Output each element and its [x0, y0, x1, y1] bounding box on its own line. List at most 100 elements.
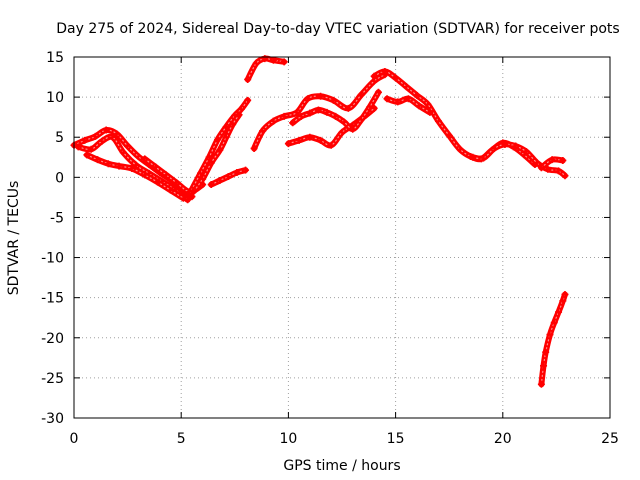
- data-point: [190, 187, 198, 195]
- data-point: [134, 152, 142, 160]
- data-point: [207, 159, 215, 167]
- data-point: [424, 100, 432, 108]
- data-point: [394, 98, 402, 106]
- data-point: [179, 194, 187, 202]
- data-point: [222, 133, 230, 141]
- data-series: [244, 55, 288, 83]
- data-point: [546, 331, 554, 339]
- axis-ticks: 0 5 10 15 20 25 -30 -25 -20 -15 -10 -5 0 5 10 15: [41, 50, 619, 447]
- data-point: [94, 156, 102, 164]
- data-series: [289, 88, 382, 133]
- data-point: [113, 130, 121, 138]
- data-point: [537, 164, 545, 172]
- data-series: [186, 96, 252, 197]
- series-layer: [70, 55, 569, 388]
- data-point: [404, 95, 412, 103]
- data-point: [216, 177, 224, 185]
- data-point: [173, 179, 181, 187]
- data-point: [559, 297, 567, 305]
- data-point: [366, 103, 374, 111]
- data-point: [392, 74, 400, 82]
- y-tick-label: -15: [41, 291, 64, 307]
- data-point: [329, 96, 337, 104]
- data-point: [237, 105, 245, 113]
- chart-title: Day 275 of 2024, Sidereal Day-to-day VTE…: [56, 21, 619, 37]
- data-point: [207, 181, 215, 189]
- x-tick-label: 15: [387, 431, 405, 447]
- data-point: [242, 166, 250, 174]
- data-point: [349, 125, 357, 133]
- data-point: [434, 117, 442, 125]
- data-point: [261, 55, 269, 63]
- data-point: [542, 348, 550, 356]
- y-tick-label: 0: [55, 170, 64, 186]
- data-point: [544, 165, 552, 173]
- data-point: [540, 362, 548, 370]
- x-axis-label: GPS time / hours: [283, 458, 400, 474]
- data-series-line: [538, 291, 568, 388]
- data-series: [190, 111, 243, 195]
- data-point: [522, 148, 530, 156]
- data-point: [456, 145, 464, 153]
- data-point: [87, 145, 95, 153]
- data-point: [370, 72, 378, 80]
- y-tick-label: 15: [46, 50, 64, 66]
- data-series-line: [371, 68, 538, 168]
- data-point: [332, 112, 340, 120]
- data-point: [102, 126, 110, 134]
- data-point: [480, 154, 488, 162]
- data-point: [252, 59, 260, 67]
- data-point: [224, 173, 232, 181]
- data-point: [235, 111, 243, 119]
- data-point: [426, 108, 434, 116]
- data-point: [338, 128, 346, 136]
- data-point: [306, 133, 314, 141]
- data-point: [512, 142, 520, 150]
- data-point: [327, 141, 335, 149]
- data-point: [244, 75, 252, 83]
- data-point: [559, 156, 567, 164]
- data-point: [344, 104, 352, 112]
- data-point: [297, 112, 305, 120]
- data-point: [115, 162, 123, 170]
- y-tick-label: 10: [46, 90, 64, 106]
- data-point: [233, 169, 241, 177]
- data-point: [141, 171, 149, 179]
- data-point: [323, 108, 331, 116]
- data-point: [162, 171, 170, 179]
- data-series: [83, 151, 187, 202]
- y-tick-label: -30: [41, 411, 64, 427]
- x-tick-label: 10: [279, 431, 297, 447]
- y-tick-label: -10: [41, 251, 64, 267]
- data-point: [561, 290, 569, 298]
- x-tick-label: 0: [70, 431, 79, 447]
- data-point: [402, 83, 410, 91]
- data-point: [381, 67, 389, 75]
- data-point: [214, 136, 222, 144]
- data-series: [383, 95, 434, 116]
- data-point: [124, 142, 132, 150]
- data-point: [548, 156, 556, 164]
- data-series: [469, 140, 569, 180]
- data-point: [199, 175, 207, 183]
- data-point: [119, 148, 127, 156]
- data-point: [317, 92, 325, 100]
- x-tick-label: 20: [494, 431, 512, 447]
- data-point: [501, 140, 509, 148]
- x-tick-label: 25: [601, 431, 619, 447]
- data-point: [250, 144, 258, 152]
- data-series: [207, 166, 250, 189]
- data-point: [445, 132, 453, 140]
- data-point: [269, 117, 277, 125]
- data-point: [537, 380, 545, 388]
- data-point: [413, 92, 421, 100]
- data-point: [340, 118, 348, 126]
- data-point: [561, 172, 569, 180]
- grid: [74, 57, 610, 418]
- data-point: [555, 167, 563, 175]
- data-point: [550, 319, 558, 327]
- data-point: [109, 133, 117, 141]
- data-point: [151, 163, 159, 171]
- data-point: [154, 178, 162, 186]
- data-point: [383, 95, 391, 103]
